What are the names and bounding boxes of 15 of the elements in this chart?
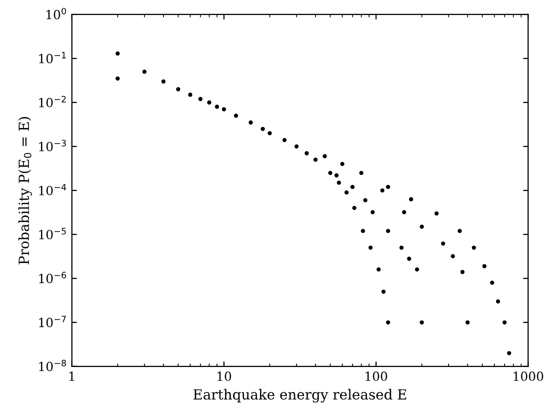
y-tick-label: 10$^{0}$: [46, 8, 66, 20]
y-tick-label: 10$^{−2}$: [39, 96, 66, 108]
x-tick-label: 10: [218, 371, 232, 381]
x-axis-title: Earthquake energy released E: [194, 388, 406, 403]
x-tick-label: 1000: [514, 371, 544, 381]
y-axis-title: Probability P(E$_{0}$ = E): [18, 116, 32, 264]
y-tick-label: 10$^{−7}$: [39, 316, 66, 328]
y-tick-label: 10$^{−6}$: [39, 272, 66, 284]
x-tick-label: 100: [366, 371, 388, 381]
y-tick-label: 10$^{−4}$: [39, 184, 66, 196]
y-tick-label: 10$^{−5}$: [39, 228, 66, 240]
y-tick-label: 10$^{−3}$: [39, 140, 66, 152]
y-tick-label: 10$^{−8}$: [39, 360, 66, 372]
x-tick-label: 1: [69, 371, 74, 381]
y-tick-label: 10$^{−1}$: [39, 52, 66, 64]
